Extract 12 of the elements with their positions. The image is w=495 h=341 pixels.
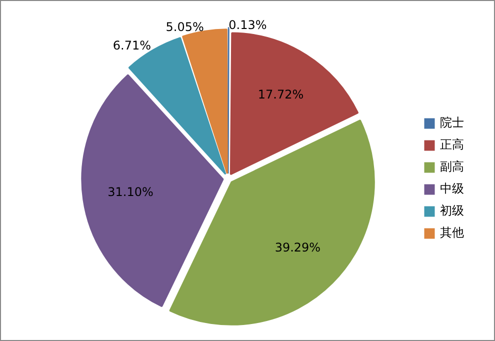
legend-label: 院士 (440, 116, 464, 130)
data-label: 39.29% (274, 240, 321, 254)
legend-label: 副高 (440, 160, 464, 174)
data-label: 31.10% (108, 184, 154, 199)
legend-label: 其他 (440, 226, 464, 240)
legend-label: 初级 (440, 204, 464, 218)
legend-label: 正高 (440, 138, 464, 152)
legend-label: 中级 (440, 182, 464, 196)
data-label: 6.71% (112, 38, 152, 53)
data-label: 5.05% (166, 20, 204, 34)
data-label: 17.72% (258, 87, 304, 102)
data-label: 0.13% (228, 18, 267, 32)
